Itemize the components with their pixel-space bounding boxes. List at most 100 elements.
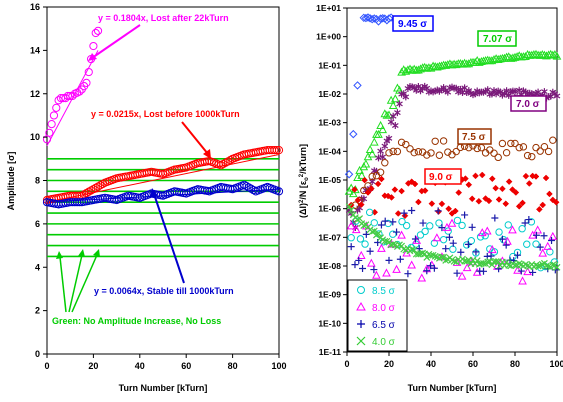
point-9.0 [536,206,543,213]
left-x-axis-label: Turn Number [kTurn] [119,383,208,393]
point-8.0 [548,231,558,240]
point-8.5 [458,221,466,230]
x-tick-label: 20 [88,361,98,371]
data-point [270,146,279,155]
point-8.5 [347,234,355,242]
point-7.5 [410,148,418,157]
point-9.0 [519,199,526,207]
point-4.0 [473,257,481,265]
point-7.5 [385,149,393,157]
point-7.07 [369,137,379,146]
point-7.5 [439,137,448,145]
point-4.0 [414,250,422,258]
data-point [274,187,284,196]
point-7.07 [361,159,371,168]
point-9.0 [455,189,463,196]
arrow-red [181,121,209,155]
point-6.5 [381,217,389,225]
point-9.0 [368,185,375,192]
curve-label-7.0: 7.0 σ [516,99,540,110]
point-7.07 [544,50,553,59]
y-tick-label: 0 [35,349,40,359]
point-8.5 [402,221,411,230]
x-tick-label: 80 [228,361,238,371]
point-6.5 [461,211,469,219]
arrowhead-red [203,149,211,159]
point-4.0 [511,261,519,269]
point-4.0 [524,262,532,270]
annotation-red: y = 0.0215x, Lost before 1000kTurn [91,109,240,119]
point-8.5 [453,216,462,225]
arrow-green-3 [71,254,98,313]
point-8.0 [351,225,361,234]
y-tick-label: 1E-04 [318,146,341,156]
point-7.07 [367,149,377,158]
data-point [242,182,251,191]
x-tick-label: 40 [135,361,145,371]
point-9.0 [354,196,362,204]
point-7.5 [452,147,460,156]
point-7.5 [444,148,452,156]
point-4.0 [375,230,382,237]
point-8.5 [490,248,499,256]
point-9.0 [522,172,530,180]
point-7.5 [523,151,532,160]
point-7.5 [406,145,414,153]
arrow-magenta [91,24,141,59]
point-6.5 [445,233,453,241]
point-9.0 [495,196,503,203]
data-point [89,185,98,194]
point-7.0 [553,92,561,100]
curve-label-7.07: 7.07 σ [483,34,512,45]
point-8.0 [346,221,356,230]
point-7.07 [374,129,383,138]
right-x-axis-label: Turn Number [kTurn] [408,383,497,393]
point-6.5 [430,264,438,272]
y-tick-label: 10 [30,132,40,142]
data-point [49,111,59,120]
point-4.0 [423,254,431,261]
point-7.5 [519,143,528,151]
point-4.0 [429,251,437,259]
point-6.5 [491,214,499,222]
y-tick-label: 1E+00 [316,32,341,42]
point-9.0 [546,190,553,198]
point-9.0 [411,180,419,188]
x-tick-label: 60 [468,359,478,369]
point-7.07 [489,55,499,64]
point-9.0 [512,189,520,196]
right-chart: 0 20 40 60 80 100 1E+01 1E+00 1E-01 1E-02 1E-03 1E-… [298,3,563,393]
point-7.0 [377,147,384,155]
point-8.5 [532,240,540,248]
point-9.45 [349,129,358,139]
point-9.0 [401,212,409,220]
point-7.07 [346,183,356,192]
point-8.0 [397,230,406,239]
point-4.0 [431,252,439,260]
curve-label-7.5: 7.5 σ [462,132,486,143]
point-8.5 [426,222,434,230]
legend-marker-triangle [356,301,366,311]
point-7.0 [387,118,395,126]
point-6.5 [434,207,442,215]
curve-label-box-7.0 [510,95,547,112]
point-7.5 [435,151,444,159]
x-tick-label: 40 [426,359,436,369]
point-4.0 [538,260,546,268]
point-6.5 [502,241,510,249]
point-8.0 [533,225,543,234]
point-9.0 [421,187,429,194]
point-9.0 [478,171,486,179]
point-7.0 [394,109,401,117]
point-7.5 [507,139,515,148]
point-8.5 [361,240,369,248]
data-point [52,103,61,112]
data-point [272,146,281,155]
point-6.5 [438,224,446,232]
data-point [216,161,226,170]
point-4.0 [442,257,450,264]
point-8.0 [457,271,467,280]
data-point [75,87,84,96]
data-point [226,156,235,165]
point-7.07 [378,125,388,134]
